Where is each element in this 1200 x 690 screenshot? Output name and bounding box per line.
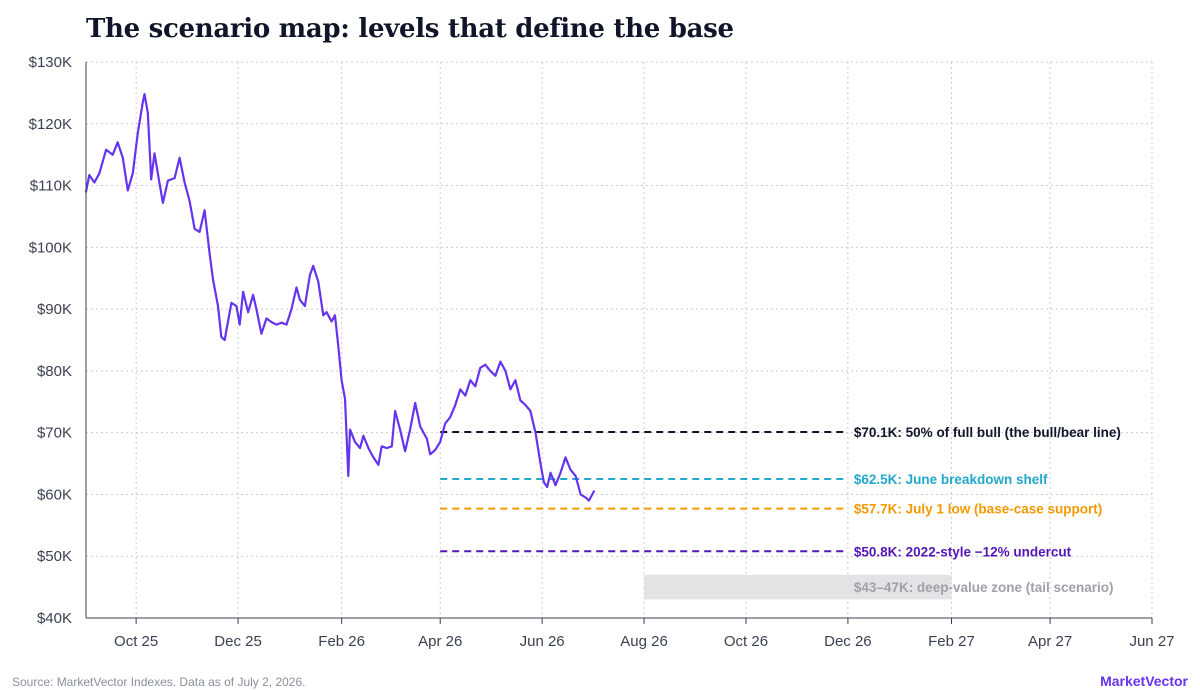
level-label: $50.8K: 2022-style −12% undercut: [854, 544, 1072, 559]
x-tick-label: Apr 26: [418, 633, 462, 650]
source-note: Source: MarketVector Indexes. Data as of…: [12, 675, 306, 689]
x-tick-label: Jun 27: [1129, 633, 1174, 650]
level-label: $62.5K: June breakdown shelf: [854, 472, 1048, 487]
price-line: [84, 93, 595, 502]
y-tick-label: $90K: [37, 301, 72, 318]
x-tick-label: Jun 26: [520, 633, 565, 650]
level-label: $57.7K: July 1 low (base-case support): [854, 502, 1102, 517]
y-tick-label: $50K: [37, 548, 72, 565]
brand-logo: MarketVector: [1100, 673, 1188, 689]
chart-title: The scenario map: levels that define the…: [86, 14, 734, 44]
y-tick-label: $100K: [29, 239, 72, 256]
x-tick-label: Aug 26: [620, 633, 668, 650]
y-tick-label: $130K: [29, 54, 72, 71]
y-tick-label: $70K: [37, 425, 72, 442]
x-tick-label: Apr 27: [1028, 633, 1072, 650]
price-series: [84, 93, 595, 502]
y-tick-label: $60K: [37, 486, 72, 503]
y-tick-label: $40K: [37, 610, 72, 627]
x-tick-label: Dec 26: [824, 633, 872, 650]
level-lines: $70.1K: 50% of full bull (the bull/bear …: [440, 425, 1121, 559]
x-tick-label: Feb 26: [318, 633, 365, 650]
grid: [86, 61, 1153, 618]
deep-value-zone: $43–47K: deep-value zone (tail scenario): [644, 574, 1114, 600]
y-tick-label: $80K: [37, 363, 72, 380]
x-tick-label: Dec 25: [214, 633, 262, 650]
level-label: $70.1K: 50% of full bull (the bull/bear …: [854, 425, 1121, 440]
zone-band: [644, 574, 952, 600]
x-tick-label: Feb 27: [928, 633, 975, 650]
axes: $40K $50K $60K $70K $80K $90K $100K $110K $120K $…: [29, 54, 1175, 650]
zone-label: $43–47K: deep-value zone (tail scenario): [854, 580, 1114, 595]
y-tick-label: $110K: [30, 178, 72, 195]
y-tick-label: $120K: [29, 116, 72, 133]
x-tick-label: Oct 25: [114, 633, 158, 650]
x-tick-label: Oct 26: [724, 633, 768, 650]
